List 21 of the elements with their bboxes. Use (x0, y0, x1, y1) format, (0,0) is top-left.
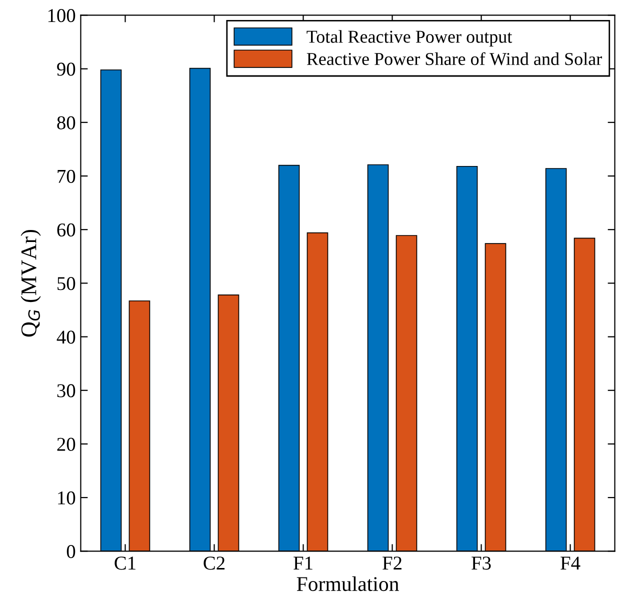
x-tick-label: F1 (294, 556, 312, 570)
y-tick-label: 70 (58, 170, 76, 183)
y-tick-label: 50 (58, 277, 76, 290)
y-tick-label: 20 (57, 438, 76, 451)
x-tick-label: C2 (204, 556, 225, 570)
y-tick-label: 100 (48, 9, 76, 22)
legend-label: Reactive Power Share of Wind and Solar (306, 52, 602, 66)
x-tick-label: F2 (382, 556, 402, 570)
x-tick-label: F4 (560, 556, 580, 570)
x-tick-label: C1 (114, 556, 136, 570)
y-tick-label: 0 (66, 544, 76, 558)
x-axis-title: Formulation (296, 576, 399, 592)
y-tick-label: 60 (57, 223, 76, 237)
legend-label: Total Reactive Power output (306, 30, 512, 47)
x-tick-label: F3 (472, 556, 491, 570)
y-tick-label: 30 (57, 384, 76, 398)
y-axis-title: Q$_{G}$ (MVAr) (20, 230, 41, 337)
y-tick-label: 10 (58, 491, 76, 504)
y-tick-label: 90 (57, 62, 76, 76)
y-tick-label: 40 (56, 330, 76, 344)
y-tick-label: 80 (57, 116, 76, 130)
